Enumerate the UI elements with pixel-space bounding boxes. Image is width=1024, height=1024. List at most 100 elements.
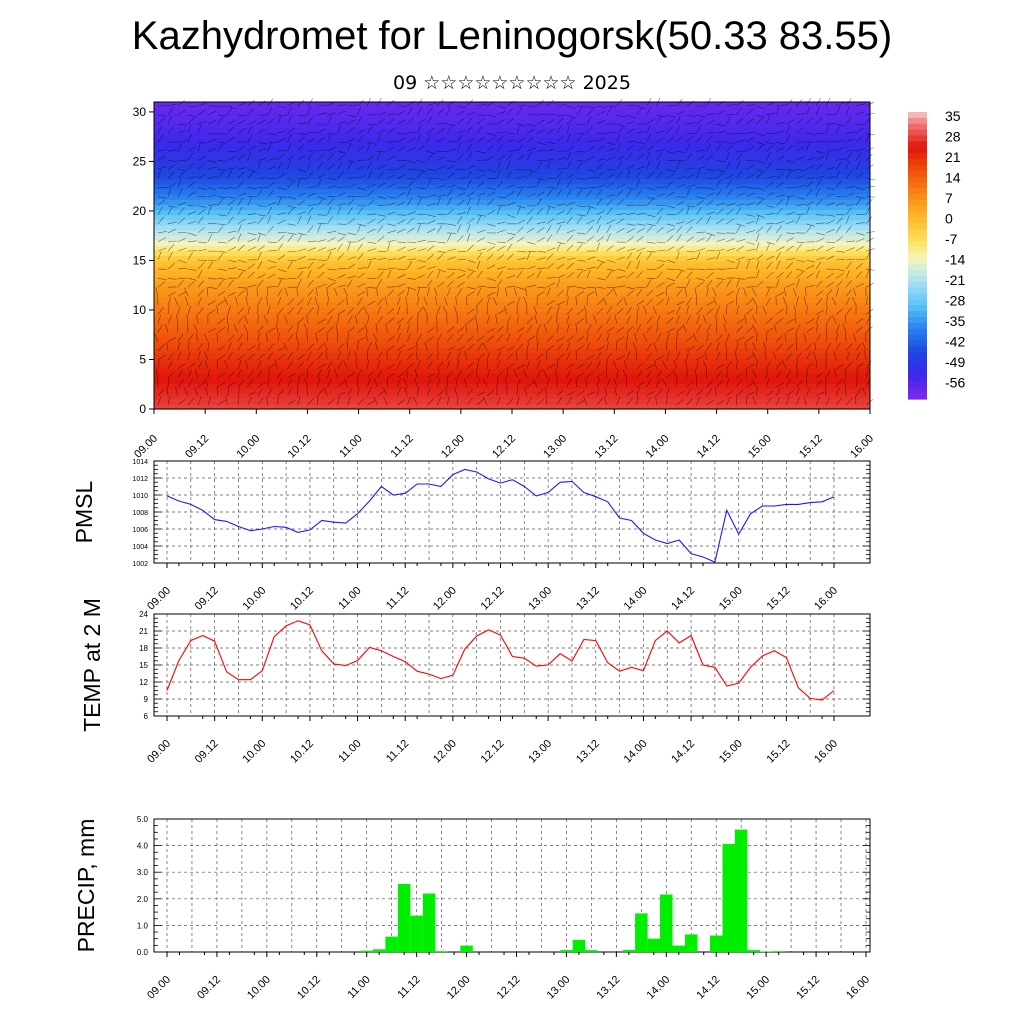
wind-barb <box>267 142 272 152</box>
wind-barb <box>636 223 646 226</box>
wind-barb <box>197 124 202 134</box>
wind-barb <box>844 314 847 324</box>
wind-barb <box>287 334 294 342</box>
wind-barb <box>307 269 312 279</box>
panel-ytick-label: 1002 <box>132 561 148 568</box>
wind-barb <box>526 216 533 224</box>
colorbar-cell <box>908 129 927 137</box>
wind-barb <box>546 189 553 197</box>
wind-barb <box>613 378 617 387</box>
wind-barb <box>207 138 217 143</box>
wind-barb <box>247 284 257 288</box>
wind-barb <box>653 341 657 351</box>
wind-barb <box>486 291 496 297</box>
wind-barb <box>237 128 246 134</box>
wind-barb <box>227 136 235 143</box>
wind-barb <box>606 341 609 351</box>
heatmap-xtick-label: 11.00 <box>337 433 364 460</box>
wind-barb <box>357 195 367 197</box>
wind-barb <box>706 272 714 279</box>
wind-barb <box>277 288 283 297</box>
wind-barb <box>277 105 287 109</box>
wind-barb <box>586 105 596 109</box>
wind-barb <box>157 196 167 199</box>
wind-barb <box>307 131 317 134</box>
wind-barb <box>726 173 735 179</box>
wind-barb <box>427 169 437 171</box>
wind-barb <box>457 250 467 252</box>
wind-barb <box>195 332 199 342</box>
wind-barb <box>287 178 297 182</box>
wind-barb <box>736 117 744 125</box>
wind-barb <box>752 351 757 360</box>
wind-barb <box>766 152 771 161</box>
wind-barb <box>756 141 765 146</box>
wind-barb <box>267 189 275 197</box>
wind-barb <box>204 351 209 360</box>
wind-barb <box>317 388 324 397</box>
wind-barb <box>306 368 308 378</box>
wind-barb <box>686 297 692 306</box>
wind-barb <box>596 171 604 179</box>
wind-barb <box>845 116 852 125</box>
wind-barb <box>306 386 308 396</box>
wind-barb <box>596 119 605 125</box>
wind-barb <box>514 369 518 378</box>
wind-barb <box>845 386 847 396</box>
panel-ytick-label: 1008 <box>132 510 148 517</box>
wind-barb <box>207 204 217 206</box>
wind-barb <box>676 314 680 324</box>
wind-barb <box>247 187 257 189</box>
wind-barb <box>586 225 594 234</box>
wind-barb <box>686 335 694 342</box>
wind-barb <box>796 146 805 152</box>
wind-barb <box>616 275 626 279</box>
wind-barb <box>487 114 496 118</box>
panel-ylabel: TEMP at 2 M <box>79 598 105 732</box>
wind-barb <box>546 187 556 189</box>
wind-barb <box>516 188 523 197</box>
wind-barb <box>845 160 850 170</box>
wind-barb <box>297 232 307 236</box>
wind-barb <box>257 369 263 378</box>
wind-barb <box>446 351 452 360</box>
wind-barb <box>756 169 765 173</box>
wind-barb <box>726 279 732 288</box>
wind-barb <box>407 107 413 116</box>
wind-barb <box>337 284 347 288</box>
wind-barb <box>575 296 578 306</box>
wind-barb <box>855 222 865 225</box>
wind-barb <box>836 202 845 206</box>
wind-barb <box>426 279 433 288</box>
wind-barb <box>596 189 603 197</box>
wind-barb <box>586 354 595 360</box>
wind-barb <box>327 178 337 180</box>
wind-barb <box>796 156 805 161</box>
wind-barb <box>776 251 781 261</box>
wind-barb <box>855 271 863 279</box>
wind-barb <box>862 342 867 351</box>
wind-barb <box>506 139 516 143</box>
wind-barb <box>437 250 447 253</box>
wind-barb <box>566 335 574 342</box>
wind-barb <box>596 298 604 306</box>
wind-barb <box>845 307 853 315</box>
wind-barb <box>576 268 586 271</box>
wind-barb <box>367 141 377 145</box>
colorbar-label: 28 <box>945 129 961 145</box>
wind-barb <box>845 152 852 161</box>
heatmap-xtick-label: 11.12 <box>388 433 415 460</box>
wind-barb <box>766 397 772 406</box>
wind-barb <box>656 299 664 306</box>
wind-barb <box>416 341 418 351</box>
wind-barb <box>267 352 273 360</box>
wind-barb <box>317 369 322 378</box>
wind-barb <box>297 378 301 387</box>
wind-barb <box>347 218 355 225</box>
wind-barb <box>585 377 588 387</box>
panel-xtick-label: 14.00 <box>622 585 650 613</box>
wind-barb <box>825 305 828 315</box>
wind-barb <box>437 390 445 397</box>
wind-barb <box>327 247 337 252</box>
wind-barb <box>536 353 544 360</box>
